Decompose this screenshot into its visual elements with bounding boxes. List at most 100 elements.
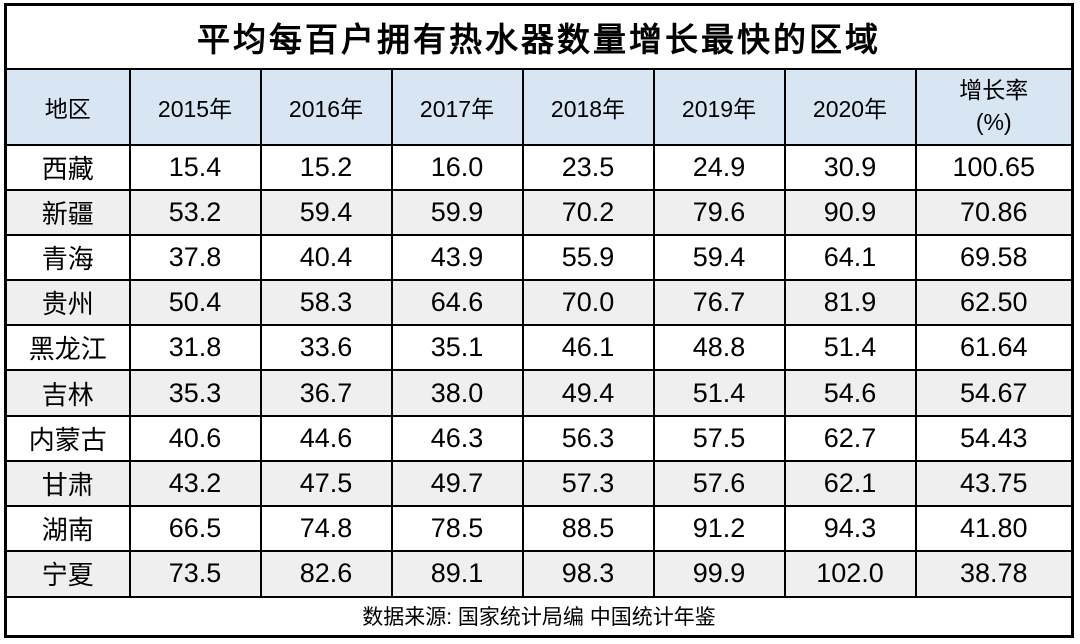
growth-rate-cell: 61.64	[914, 324, 1074, 372]
value-cell: 91.2	[652, 504, 786, 553]
value-cell: 59.9	[390, 188, 524, 236]
table-title: 平均每百户拥有热水器数量增长最快的区域	[4, 3, 1074, 70]
value-cell: 82.6	[259, 550, 393, 598]
value-cell: 59.4	[259, 188, 393, 236]
region-cell: 新疆	[4, 188, 131, 236]
table-row: 黑龙江 31.8 33.6 35.1 46.1 48.8 51.4 61.64	[4, 324, 1074, 372]
growth-rate-cell: 54.67	[914, 369, 1074, 417]
source-row: 数据来源: 国家统计局编 中国统计年鉴	[4, 595, 1074, 638]
value-cell: 98.3	[521, 550, 655, 598]
value-cell: 24.9	[652, 143, 786, 191]
value-cell: 31.8	[128, 324, 262, 372]
value-cell: 57.6	[652, 459, 786, 508]
table-row: 甘肃 43.2 47.5 49.7 57.3 57.6 62.1 43.75	[4, 459, 1074, 508]
growth-rate-cell: 69.58	[914, 233, 1074, 282]
water-heater-stats-table: 平均每百户拥有热水器数量增长最快的区域 地区 2015年 2016年 2017年…	[4, 3, 1074, 638]
region-cell: 黑龙江	[4, 324, 131, 372]
value-cell: 64.1	[783, 233, 917, 282]
value-cell: 15.4	[128, 143, 262, 191]
region-cell: 吉林	[4, 369, 131, 417]
column-header-growth-rate: 增长率 (%)	[914, 67, 1074, 146]
value-cell: 37.8	[128, 233, 262, 282]
table-row: 内蒙古 40.6 44.6 46.3 56.3 57.5 62.7 54.43	[4, 414, 1074, 462]
table-row: 新疆 53.2 59.4 59.9 70.2 79.6 90.9 70.86	[4, 188, 1074, 236]
value-cell: 50.4	[128, 279, 262, 327]
value-cell: 57.3	[521, 459, 655, 508]
value-cell: 49.4	[521, 369, 655, 417]
value-cell: 58.3	[259, 279, 393, 327]
value-cell: 76.7	[652, 279, 786, 327]
value-cell: 38.0	[390, 369, 524, 417]
value-cell: 78.5	[390, 504, 524, 553]
value-cell: 46.1	[521, 324, 655, 372]
growth-rate-cell: 38.78	[914, 550, 1074, 598]
value-cell: 66.5	[128, 504, 262, 553]
value-cell: 53.2	[128, 188, 262, 236]
value-cell: 55.9	[521, 233, 655, 282]
region-cell: 宁夏	[4, 550, 131, 598]
value-cell: 74.8	[259, 504, 393, 553]
value-cell: 35.1	[390, 324, 524, 372]
value-cell: 88.5	[521, 504, 655, 553]
value-cell: 47.5	[259, 459, 393, 508]
column-header-region: 地区	[4, 67, 131, 146]
data-source: 数据来源: 国家统计局编 中国统计年鉴	[4, 595, 1074, 638]
value-cell: 57.5	[652, 414, 786, 462]
value-cell: 15.2	[259, 143, 393, 191]
table-row: 西藏 15.4 15.2 16.0 23.5 24.9 30.9 100.65	[4, 143, 1074, 191]
value-cell: 51.4	[783, 324, 917, 372]
growth-rate-cell: 70.86	[914, 188, 1074, 236]
value-cell: 73.5	[128, 550, 262, 598]
table-row: 宁夏 73.5 82.6 89.1 98.3 99.9 102.0 38.78	[4, 550, 1074, 598]
region-cell: 甘肃	[4, 459, 131, 508]
value-cell: 48.8	[652, 324, 786, 372]
region-cell: 青海	[4, 233, 131, 282]
column-header-2019: 2019年	[652, 67, 786, 146]
value-cell: 43.2	[128, 459, 262, 508]
column-header-2020: 2020年	[783, 67, 917, 146]
value-cell: 62.7	[783, 414, 917, 462]
value-cell: 70.2	[521, 188, 655, 236]
table-body: 西藏 15.4 15.2 16.0 23.5 24.9 30.9 100.65 新疆 53.2 59…	[4, 143, 1074, 598]
value-cell: 102.0	[783, 550, 917, 598]
column-header-2017: 2017年	[390, 67, 524, 146]
growth-rate-cell: 62.50	[914, 279, 1074, 327]
value-cell: 70.0	[521, 279, 655, 327]
growth-rate-cell: 100.65	[914, 143, 1074, 191]
growth-rate-cell: 54.43	[914, 414, 1074, 462]
value-cell: 81.9	[783, 279, 917, 327]
region-cell: 西藏	[4, 143, 131, 191]
header-row: 地区 2015年 2016年 2017年 2018年 2019年 2020年 增…	[4, 67, 1074, 146]
table-row: 湖南 66.5 74.8 78.5 88.5 91.2 94.3 41.80	[4, 504, 1074, 553]
growth-rate-label: 增长率	[959, 77, 1029, 104]
table-row: 青海 37.8 40.4 43.9 55.9 59.4 64.1 69.58	[4, 233, 1074, 282]
table-row: 贵州 50.4 58.3 64.6 70.0 76.7 81.9 62.50	[4, 279, 1074, 327]
growth-rate-cell: 41.80	[914, 504, 1074, 553]
value-cell: 56.3	[521, 414, 655, 462]
value-cell: 40.4	[259, 233, 393, 282]
title-row: 平均每百户拥有热水器数量增长最快的区域	[4, 3, 1074, 70]
value-cell: 51.4	[652, 369, 786, 417]
column-header-2018: 2018年	[521, 67, 655, 146]
value-cell: 44.6	[259, 414, 393, 462]
value-cell: 43.9	[390, 233, 524, 282]
growth-rate-unit: (%)	[975, 108, 1012, 135]
value-cell: 90.9	[783, 188, 917, 236]
value-cell: 54.6	[783, 369, 917, 417]
region-cell: 内蒙古	[4, 414, 131, 462]
value-cell: 94.3	[783, 504, 917, 553]
value-cell: 23.5	[521, 143, 655, 191]
column-header-2016: 2016年	[259, 67, 393, 146]
value-cell: 49.7	[390, 459, 524, 508]
value-cell: 35.3	[128, 369, 262, 417]
region-cell: 湖南	[4, 504, 131, 553]
value-cell: 99.9	[652, 550, 786, 598]
value-cell: 33.6	[259, 324, 393, 372]
value-cell: 62.1	[783, 459, 917, 508]
value-cell: 59.4	[652, 233, 786, 282]
growth-rate-cell: 43.75	[914, 459, 1074, 508]
column-header-2015: 2015年	[128, 67, 262, 146]
value-cell: 40.6	[128, 414, 262, 462]
region-cell: 贵州	[4, 279, 131, 327]
